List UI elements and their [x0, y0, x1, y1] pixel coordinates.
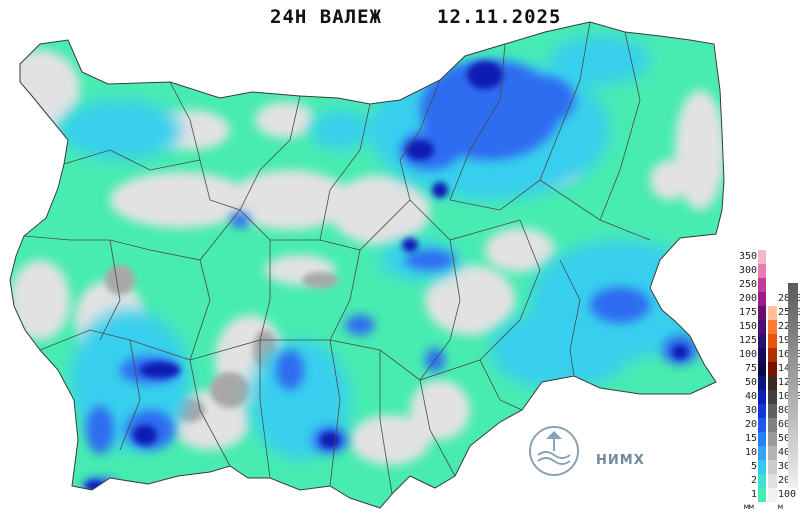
legend-precip-swatch — [758, 362, 766, 376]
legend-mm-label: 100 — [738, 349, 757, 360]
legend-row: 1 100 — [736, 488, 800, 502]
legend-mm-label: 350 — [738, 251, 757, 262]
legend-unit-mm: мм — [744, 502, 754, 511]
legend-mm-label: 5 — [750, 461, 757, 472]
legend-mm-label: 30 — [744, 405, 757, 416]
legend-mm-label: 175 — [738, 307, 757, 318]
legend-precip-swatch — [758, 306, 766, 320]
legend-row: 250 — [736, 278, 800, 292]
legend-precip-swatch — [758, 390, 766, 404]
legend-row: 20 600 — [736, 418, 800, 432]
legend-height-swatch — [768, 348, 777, 362]
legend-precip-swatch — [758, 446, 766, 460]
legend-mm-label: 40 — [744, 391, 757, 402]
legend-height-swatch — [768, 334, 777, 348]
legend-mm-label: 50 — [744, 377, 757, 388]
legend-precip-swatch — [758, 488, 766, 502]
legend-mm-label: 20 — [744, 419, 757, 430]
legend-precip-swatch — [758, 404, 766, 418]
legend-row: 2 200 — [736, 474, 800, 488]
legend-mm-label: 300 — [738, 265, 757, 276]
map-title: 24Н ВАЛЕЖ 12.11.2025 — [0, 6, 800, 32]
legend-precip-swatch — [758, 320, 766, 334]
legend-row: 350 — [736, 250, 800, 264]
legend-height-label: 300 — [778, 460, 796, 474]
legend-precip-swatch — [758, 474, 766, 488]
legend-mm-label: 200 — [738, 293, 757, 304]
legend-height-swatch — [768, 432, 777, 446]
nimh-logo-text: НИМХ — [596, 453, 645, 468]
legend-precip-swatch — [758, 278, 766, 292]
legend-precip-swatch — [758, 292, 766, 306]
legend-precip-swatch — [758, 432, 766, 446]
legend-row: 300 — [736, 264, 800, 278]
legend-mm-label: 75 — [744, 363, 757, 374]
legend-mm-label: 125 — [738, 335, 757, 346]
legend-height-label: 600 — [778, 418, 796, 432]
province-borders — [23, 21, 651, 495]
legend-mm-label: 2 — [750, 475, 757, 486]
legend-height-swatch — [768, 446, 777, 460]
legend-height-swatch — [768, 320, 777, 334]
legend-height-swatch — [768, 362, 777, 376]
legend-row: 5 300 — [736, 460, 800, 474]
nimh-emblem-icon — [529, 426, 579, 476]
legend-height-label: 400 — [778, 446, 796, 460]
elevation-gray-scale — [788, 283, 798, 488]
legend-precip-swatch — [758, 460, 766, 474]
legend-height-swatch — [768, 376, 777, 390]
legend-height-swatch — [768, 474, 777, 488]
legend-height-label: 100 — [778, 489, 797, 500]
legend-precip-swatch — [758, 334, 766, 348]
legend-height-swatch — [768, 390, 777, 404]
legend-precip-swatch — [758, 250, 766, 264]
legend-height-swatch — [768, 418, 777, 432]
legend-row: 15 500 — [736, 432, 800, 446]
very-heavy-precip — [85, 61, 688, 491]
legend-precip-swatch — [758, 418, 766, 432]
legend-height-label: 500 — [778, 432, 796, 446]
legend-height-swatch — [768, 306, 777, 320]
legend-height-swatch — [768, 292, 777, 306]
legend-mm-label: 1 — [750, 489, 757, 500]
legend-mm-label: 150 — [738, 321, 757, 332]
legend-row: 30 800 — [736, 404, 800, 418]
legend-row: 10 400 — [736, 446, 800, 460]
legend-height-swatch — [768, 460, 777, 474]
legend-precip-swatch — [758, 348, 766, 362]
legend-unit-m: м — [778, 502, 783, 511]
product-title: 24Н ВАЛЕЖ — [270, 6, 382, 28]
legend-height-label: 200 — [778, 474, 796, 488]
legend-precip-swatch — [758, 264, 766, 278]
legend-mm-label: 10 — [744, 447, 757, 458]
legend-mm-label: 15 — [744, 433, 757, 444]
date-label: 12.11.2025 — [437, 6, 562, 28]
legend-height-label: 800 — [778, 404, 796, 418]
legend-height-swatch — [768, 488, 777, 502]
legend-height-swatch — [768, 404, 777, 418]
legend-precip-swatch — [758, 376, 766, 390]
legend-mm-label: 250 — [738, 279, 757, 290]
